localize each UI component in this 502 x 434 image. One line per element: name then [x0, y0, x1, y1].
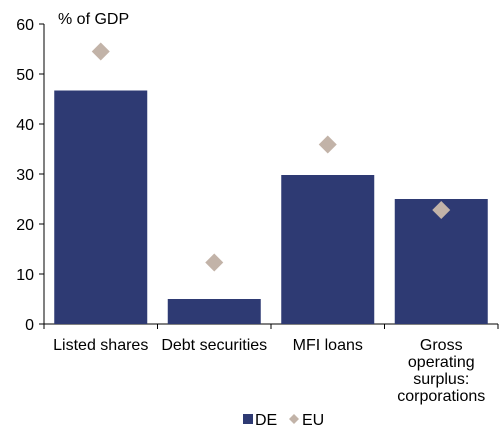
category-labels: Listed shares Debt securities MFI loans Gro…: [53, 337, 485, 405]
bar-series-de: [54, 90, 488, 324]
bar: [281, 175, 375, 324]
bar: [394, 199, 488, 324]
diamond-marker: [205, 253, 224, 272]
y-tick-label: 40: [16, 117, 34, 134]
legend-swatch-eu: [289, 414, 299, 424]
marker-series-eu: [91, 42, 451, 272]
y-unit-label: % of GDP: [58, 11, 129, 28]
x-category-label: MFI loans: [293, 337, 363, 354]
x-category-label: Listed shares: [53, 337, 148, 354]
y-tick-label: 30: [16, 167, 34, 184]
diamond-marker: [318, 135, 337, 154]
legend-label-de: DE: [255, 412, 277, 429]
y-tick-label: 10: [16, 267, 34, 284]
y-tick-label: 50: [16, 67, 34, 84]
y-tick-label: 0: [25, 317, 34, 334]
diamond-marker: [432, 201, 451, 219]
x-category-label: Gross operating surplus: corporations: [397, 337, 485, 405]
bar: [167, 299, 261, 324]
x-category-label: Debt securities: [161, 337, 267, 354]
bar: [54, 90, 148, 324]
legend-swatch-de: [243, 414, 253, 424]
legend-label-eu: EU: [302, 412, 324, 429]
diamond-marker: [91, 42, 110, 61]
y-tick-label: 60: [16, 17, 34, 34]
y-tick-label: 20: [16, 217, 34, 234]
legend: DE EU: [243, 412, 324, 429]
axes: 0 10 20 30 40 50 60: [16, 17, 499, 334]
